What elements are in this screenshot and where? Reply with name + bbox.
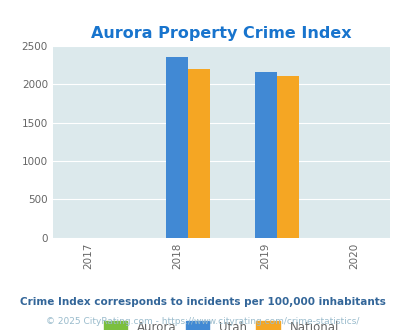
Text: © 2025 CityRating.com - https://www.cityrating.com/crime-statistics/: © 2025 CityRating.com - https://www.city… [46,317,359,326]
Text: Crime Index corresponds to incidents per 100,000 inhabitants: Crime Index corresponds to incidents per… [20,297,385,307]
Title: Aurora Property Crime Index: Aurora Property Crime Index [91,26,351,41]
Bar [276,77,298,238]
Bar [165,57,188,238]
Bar [254,72,276,238]
Bar [188,69,210,238]
Legend: Aurora, Utah, National: Aurora, Utah, National [99,316,343,330]
